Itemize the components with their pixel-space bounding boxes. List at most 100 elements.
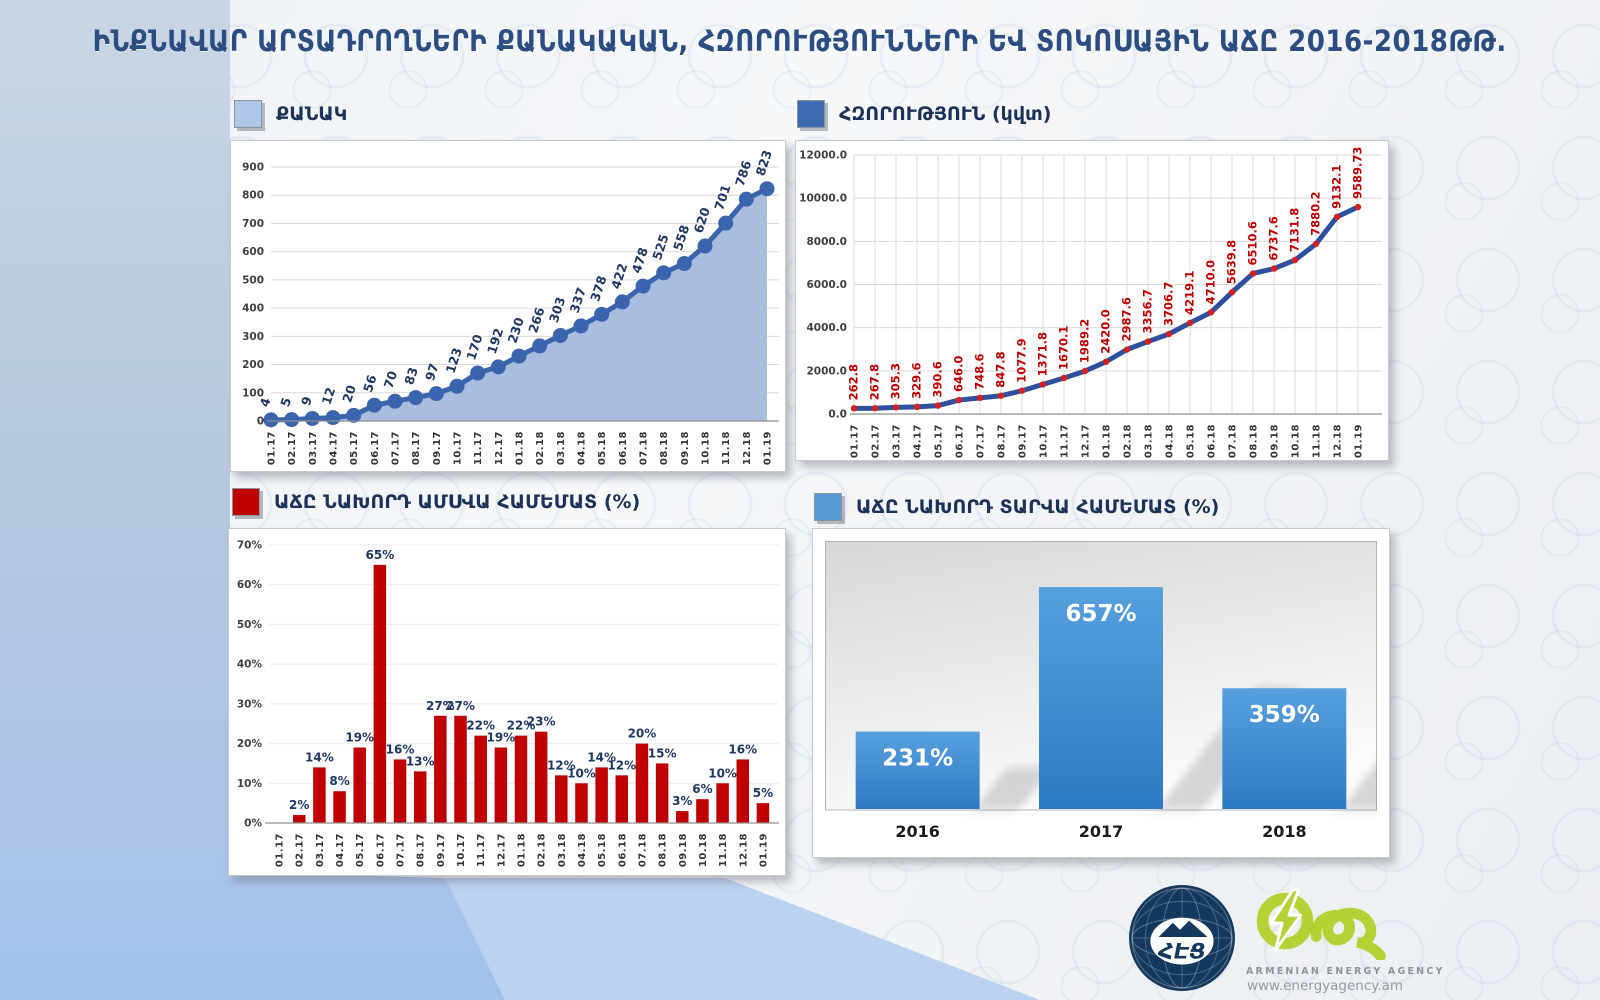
svg-text:1077.9: 1077.9 xyxy=(1015,338,1029,382)
svg-text:09.18: 09.18 xyxy=(1270,424,1281,458)
svg-text:2000.0: 2000.0 xyxy=(806,365,847,377)
svg-text:05.17: 05.17 xyxy=(934,424,945,458)
svg-text:11.18: 11.18 xyxy=(1312,424,1323,458)
svg-text:1371.8: 1371.8 xyxy=(1036,332,1050,376)
svg-text:200: 200 xyxy=(242,359,264,371)
svg-text:12.18: 12.18 xyxy=(738,833,749,867)
legend-monthly-growth: ԱՃԸ ՆԱԽՈՐԴ ԱՄՍՎԱ ՀԱՄԵՄԱՏ (%) xyxy=(232,488,640,516)
legend-power-label: ՀԶՈՐՈՒԹՅՈՒՆ (կվտ) xyxy=(839,103,1052,125)
svg-text:04.17: 04.17 xyxy=(913,424,924,458)
svg-text:16%: 16% xyxy=(728,742,757,756)
svg-text:15%: 15% xyxy=(648,746,677,760)
svg-text:05.18: 05.18 xyxy=(597,833,608,867)
svg-text:6%: 6% xyxy=(692,782,712,796)
svg-text:12000.0: 12000.0 xyxy=(799,150,847,162)
svg-text:7880.2: 7880.2 xyxy=(1309,192,1323,236)
svg-text:4710.0: 4710.0 xyxy=(1204,260,1218,304)
legend-yearly-growth: ԱՃԸ ՆԱԽՈՐԴ ՏԱՐՎԱ ՀԱՄԵՄԱՏ (%) xyxy=(814,493,1219,521)
svg-text:06.18: 06.18 xyxy=(1207,424,1218,458)
svg-text:07.18: 07.18 xyxy=(637,833,648,867)
svg-text:10%: 10% xyxy=(567,766,596,780)
svg-text:5%: 5% xyxy=(753,786,773,800)
svg-text:01.19: 01.19 xyxy=(763,431,774,465)
svg-text:620: 620 xyxy=(691,205,713,235)
svg-text:12.17: 12.17 xyxy=(494,431,505,465)
legend-power-swatch xyxy=(797,100,825,128)
svg-text:800: 800 xyxy=(242,190,264,202)
svg-text:12: 12 xyxy=(319,385,339,406)
svg-text:5: 5 xyxy=(277,396,294,409)
svg-text:12.17: 12.17 xyxy=(496,833,507,867)
svg-text:01.19: 01.19 xyxy=(1354,424,1365,458)
svg-text:100: 100 xyxy=(242,387,264,399)
svg-text:07.17: 07.17 xyxy=(976,424,987,458)
svg-text:07.17: 07.17 xyxy=(391,431,402,465)
svg-text:11.17: 11.17 xyxy=(476,833,487,867)
svg-text:8000.0: 8000.0 xyxy=(806,236,847,248)
svg-text:60%: 60% xyxy=(237,579,263,591)
svg-text:300: 300 xyxy=(242,331,264,343)
svg-text:07.18: 07.18 xyxy=(639,431,650,465)
svg-text:2016: 2016 xyxy=(895,822,940,841)
svg-text:3%: 3% xyxy=(672,794,692,808)
svg-text:04.17: 04.17 xyxy=(335,833,346,867)
svg-text:01.19: 01.19 xyxy=(758,833,769,867)
svg-text:06.18: 06.18 xyxy=(618,431,629,465)
background-bottom-left-band xyxy=(0,858,525,1000)
svg-text:70: 70 xyxy=(381,369,401,390)
svg-text:2%: 2% xyxy=(289,798,309,812)
svg-text:14%: 14% xyxy=(587,750,616,764)
legend-quantity-label: ՔԱՆԱԿ xyxy=(276,103,348,125)
svg-text:08.17: 08.17 xyxy=(997,424,1008,458)
svg-text:03.18: 03.18 xyxy=(556,431,567,465)
svg-text:02.17: 02.17 xyxy=(295,833,306,867)
svg-text:4: 4 xyxy=(257,396,274,409)
legend-quantity-swatch xyxy=(234,100,262,128)
svg-text:03.18: 03.18 xyxy=(1144,424,1155,458)
svg-text:08.17: 08.17 xyxy=(411,431,422,465)
svg-text:05.18: 05.18 xyxy=(1186,424,1197,458)
monthly-growth-bar-chart: 0% 10% 20% 30% 40% 50% 60% 70% 01.17 2% 02.17 14% 03… xyxy=(237,540,779,867)
svg-text:09.18: 09.18 xyxy=(680,431,691,465)
svg-text:701: 701 xyxy=(711,183,733,212)
energy-agency-logo-icon xyxy=(1256,888,1386,962)
svg-text:0.0: 0.0 xyxy=(828,409,847,421)
svg-text:20: 20 xyxy=(339,383,359,404)
svg-text:11.18: 11.18 xyxy=(718,833,729,867)
svg-text:6510.6: 6510.6 xyxy=(1246,221,1260,265)
svg-text:786: 786 xyxy=(732,158,754,188)
legend-power: ՀԶՈՐՈՒԹՅՈՒՆ (կվտ) xyxy=(797,100,1052,128)
svg-text:10%: 10% xyxy=(708,766,737,780)
svg-text:847.8: 847.8 xyxy=(994,351,1008,387)
svg-text:0%: 0% xyxy=(244,818,262,830)
svg-text:192: 192 xyxy=(484,326,506,355)
legend-monthly-growth-label: ԱՃԸ ՆԱԽՈՐԴ ԱՄՍՎԱ ՀԱՄԵՄԱՏ (%) xyxy=(274,491,641,513)
background-left-band xyxy=(0,0,230,1000)
svg-text:500: 500 xyxy=(242,274,264,286)
svg-text:6737.6: 6737.6 xyxy=(1267,216,1281,260)
svg-text:01.18: 01.18 xyxy=(517,833,528,867)
svg-text:30%: 30% xyxy=(237,698,263,710)
svg-text:2017: 2017 xyxy=(1079,822,1124,841)
svg-text:305.3: 305.3 xyxy=(889,363,903,399)
svg-text:478: 478 xyxy=(629,246,651,275)
svg-text:07.18: 07.18 xyxy=(1228,424,1239,458)
svg-text:05.18: 05.18 xyxy=(597,431,608,465)
svg-text:01.18: 01.18 xyxy=(1102,424,1113,458)
svg-text:3706.7: 3706.7 xyxy=(1162,282,1176,326)
agency-url: www.energyagency.am xyxy=(1246,978,1404,994)
svg-text:09.17: 09.17 xyxy=(432,431,443,465)
svg-text:10%: 10% xyxy=(237,778,263,790)
svg-text:16%: 16% xyxy=(386,742,415,756)
svg-text:9: 9 xyxy=(298,394,315,407)
svg-text:10.17: 10.17 xyxy=(1039,424,1050,458)
svg-text:03.17: 03.17 xyxy=(308,431,319,465)
svg-text:230: 230 xyxy=(505,315,527,345)
svg-text:06.17: 06.17 xyxy=(370,431,381,465)
mountain-glyph xyxy=(1158,920,1208,937)
quantity-chart-panel: 0 100 200 300 400 500 600 700 800 900 4 5 9 12 20 56 70 8… xyxy=(230,140,786,472)
svg-text:04.17: 04.17 xyxy=(329,431,340,465)
svg-text:337: 337 xyxy=(567,285,589,314)
svg-text:02.17: 02.17 xyxy=(871,424,882,458)
